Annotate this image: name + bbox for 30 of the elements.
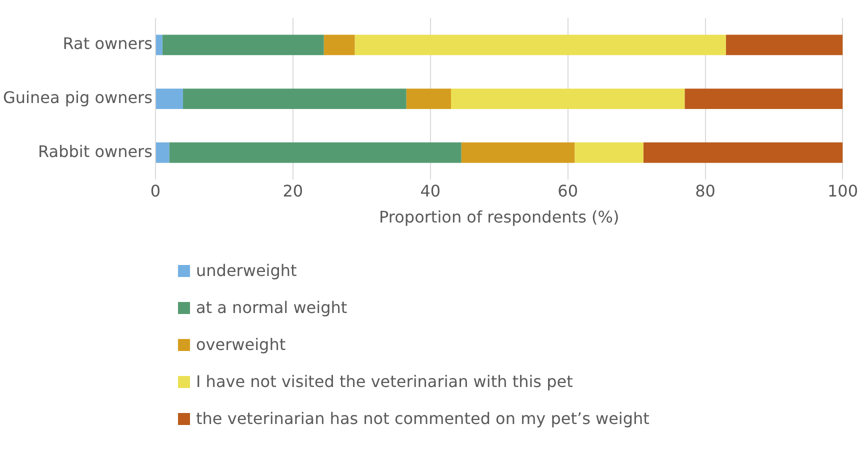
y-tick-label: Guinea pig owners bbox=[2, 88, 152, 107]
x-tick-label: 80 bbox=[695, 181, 716, 200]
bar bbox=[182, 88, 406, 110]
y-tick-label: Rabbit owners bbox=[38, 142, 152, 161]
bar bbox=[450, 88, 685, 110]
bar bbox=[574, 142, 644, 163]
x-tick-label: 100 bbox=[827, 181, 858, 200]
bar bbox=[162, 34, 324, 56]
legend-label: overweight bbox=[196, 335, 286, 354]
bar bbox=[684, 88, 843, 110]
x-axis-title: Proportion of respondents (%) bbox=[379, 208, 620, 227]
x-tick-label: 40 bbox=[420, 181, 441, 200]
y-tick-label: Rat owners bbox=[62, 34, 152, 54]
bar bbox=[156, 34, 162, 56]
legend-label: the veterinarian has not commented on my pet’s weight bbox=[196, 409, 650, 428]
bar bbox=[461, 142, 575, 163]
bar bbox=[324, 34, 355, 56]
bar bbox=[156, 88, 183, 110]
legend-label: at a normal weight bbox=[196, 298, 348, 317]
bar bbox=[169, 142, 462, 163]
bar bbox=[726, 34, 843, 56]
bar bbox=[156, 142, 170, 163]
legend-label: I have not visited the veterinarian with this pet bbox=[196, 372, 573, 391]
bar bbox=[354, 34, 726, 56]
bar bbox=[406, 88, 451, 110]
x-tick-label: 60 bbox=[558, 181, 578, 200]
bar bbox=[643, 142, 843, 163]
legend-label: underweight bbox=[196, 261, 297, 280]
x-tick-label: 20 bbox=[282, 181, 304, 200]
x-tick-label: 0 bbox=[150, 181, 161, 200]
